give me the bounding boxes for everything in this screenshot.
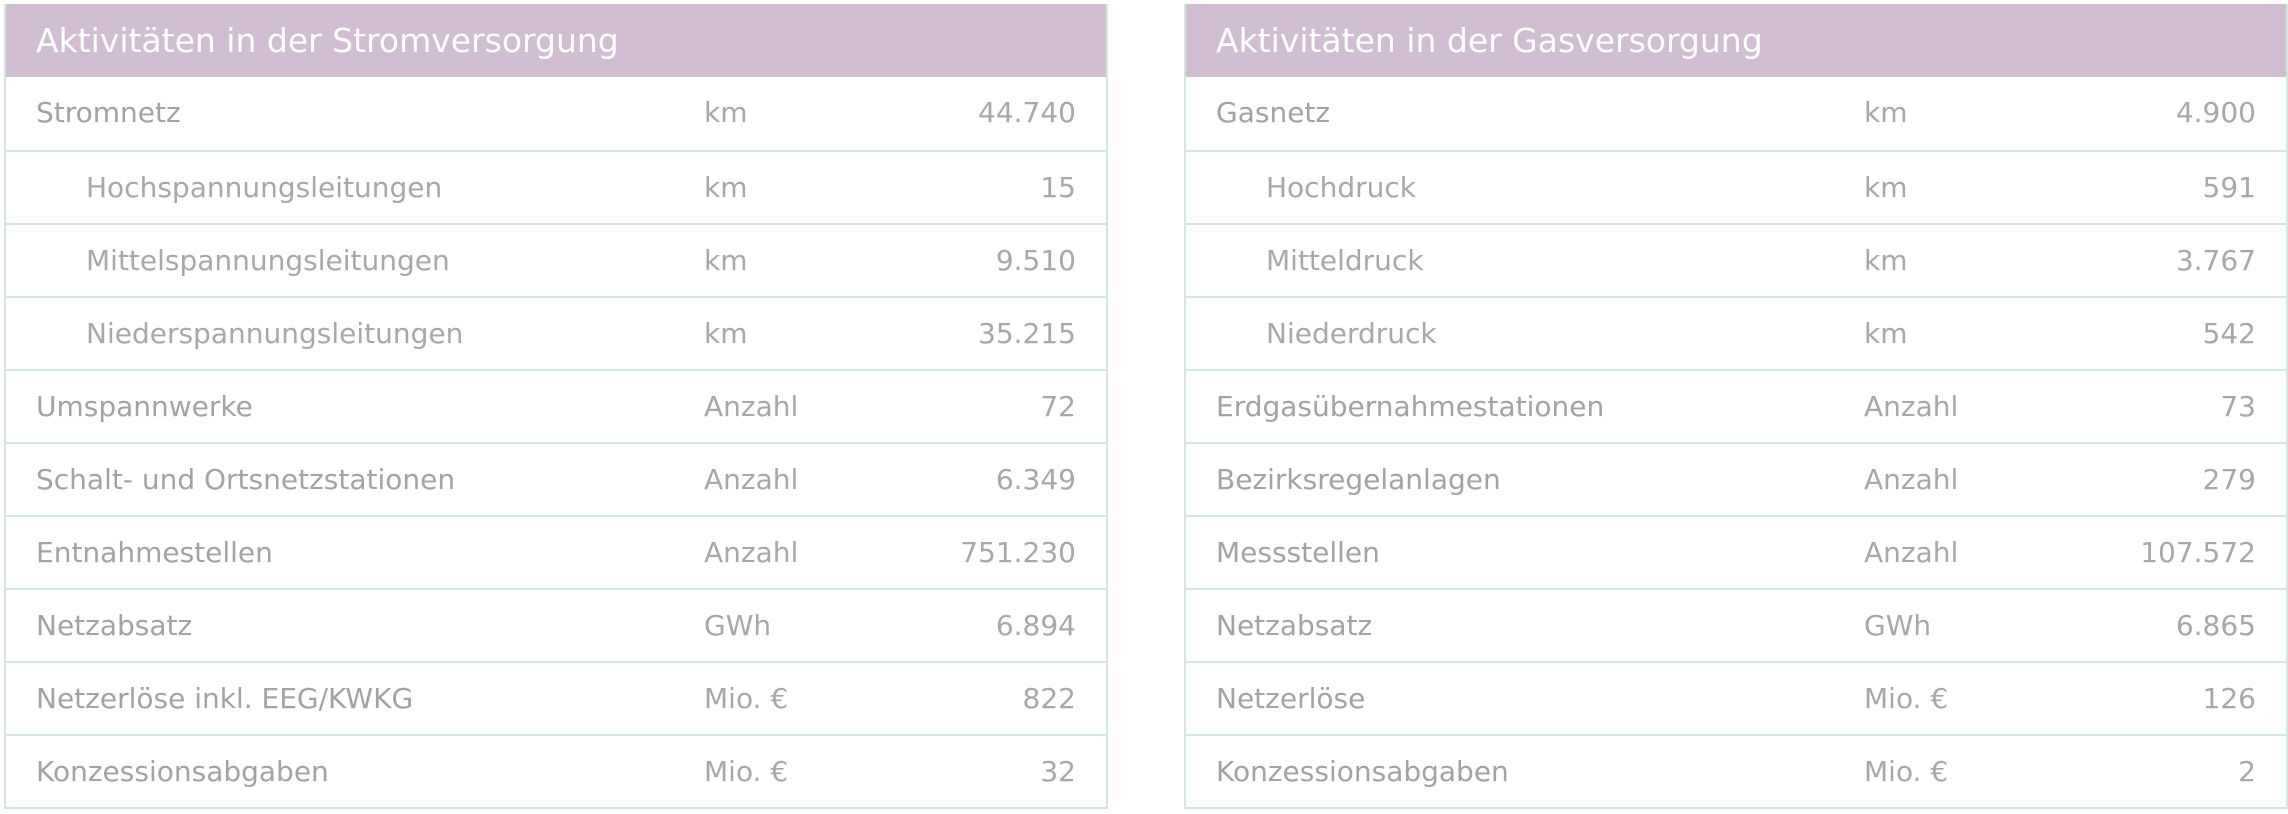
row-unit: Anzahl bbox=[1864, 536, 1959, 569]
row-value: 9.510 bbox=[995, 244, 1076, 277]
row-value: 15 bbox=[1040, 171, 1076, 204]
row-unit: km bbox=[1864, 171, 1908, 204]
row-value: 4.900 bbox=[2175, 96, 2256, 129]
row-value: 2 bbox=[2238, 755, 2256, 788]
row-value: 279 bbox=[2202, 463, 2256, 496]
row-unit: km bbox=[704, 171, 748, 204]
gas-table-row: Erdgasübernahmestationen Anzahl 73 bbox=[1186, 369, 2286, 442]
row-unit: km bbox=[1864, 96, 1908, 129]
strom-table-row: Netzabsatz GWh 6.894 bbox=[6, 588, 1106, 661]
gas-table-row: Netzerlöse Mio. € 126 bbox=[1186, 661, 2286, 734]
row-value: 591 bbox=[2202, 171, 2256, 204]
row-label: Konzessionsabgaben bbox=[1216, 755, 1509, 788]
row-unit: GWh bbox=[1864, 609, 1932, 642]
row-unit: km bbox=[1864, 317, 1908, 350]
row-sub-label: Hochspannungsleitungen bbox=[86, 171, 443, 204]
row-label: Schalt- und Ortsnetzstationen bbox=[36, 463, 456, 496]
strom-table-row: Konzessionsabgaben Mio. € 32 bbox=[6, 734, 1106, 807]
strom-table-title: Aktivitäten in der Stromversorgung bbox=[6, 4, 1106, 77]
strom-table: Aktivitäten in der Stromversorgung Strom… bbox=[4, 4, 1108, 809]
row-label: Netzerlöse inkl. EEG/KWKG bbox=[36, 682, 414, 715]
gas-table-row: Netzabsatz GWh 6.865 bbox=[1186, 588, 2286, 661]
row-label: Entnahmestellen bbox=[36, 536, 273, 569]
strom-table-rows: Stromnetz km 44.740 Hochspannungsleitungen k… bbox=[6, 77, 1106, 807]
strom-table-row: Netzerlöse inkl. EEG/KWKG Mio. € 822 bbox=[6, 661, 1106, 734]
gas-table-row: Konzessionsabgaben Mio. € 2 bbox=[1186, 734, 2286, 807]
row-label: Netzabsatz bbox=[1216, 609, 1373, 642]
row-value: 6.894 bbox=[995, 609, 1076, 642]
gas-table: Aktivitäten in der Gasversorgung Gasnetz… bbox=[1184, 4, 2288, 809]
row-sub-label: Niederdruck bbox=[1266, 317, 1437, 350]
strom-table-row: Umspannwerke Anzahl 72 bbox=[6, 369, 1106, 442]
strom-table-row: Entnahmestellen Anzahl 751.230 bbox=[6, 515, 1106, 588]
row-label: Netzerlöse bbox=[1216, 682, 1366, 715]
row-unit: Mio. € bbox=[1864, 755, 1949, 788]
row-sub-label: Mittelspannungsleitungen bbox=[86, 244, 450, 277]
row-value: 35.215 bbox=[978, 317, 1076, 350]
row-unit: Anzahl bbox=[1864, 390, 1959, 423]
row-value: 751.230 bbox=[960, 536, 1076, 569]
row-value: 126 bbox=[2202, 682, 2256, 715]
row-sub-label: Mitteldruck bbox=[1266, 244, 1424, 277]
strom-table-row: Schalt- und Ortsnetzstationen Anzahl 6.349 bbox=[6, 442, 1106, 515]
row-label: Netzabsatz bbox=[36, 609, 193, 642]
row-label: Konzessionsabgaben bbox=[36, 755, 329, 788]
row-unit: Mio. € bbox=[1864, 682, 1949, 715]
row-value: 32 bbox=[1040, 755, 1076, 788]
row-value: 6.349 bbox=[995, 463, 1076, 496]
row-unit: km bbox=[704, 96, 748, 129]
row-label: Bezirksregelanlagen bbox=[1216, 463, 1501, 496]
row-value: 72 bbox=[1040, 390, 1076, 423]
gas-table-row: Messstellen Anzahl 107.572 bbox=[1186, 515, 2286, 588]
row-unit: Anzahl bbox=[704, 463, 799, 496]
row-value: 822 bbox=[1022, 682, 1076, 715]
row-unit: Anzahl bbox=[704, 390, 799, 423]
row-value: 107.572 bbox=[2140, 536, 2256, 569]
gas-table-row: Gasnetz km 4.900 bbox=[1186, 77, 2286, 150]
row-unit: km bbox=[704, 317, 748, 350]
strom-table-row: Stromnetz km 44.740 bbox=[6, 77, 1106, 150]
row-label: Erdgasübernahmestationen bbox=[1216, 390, 1605, 423]
strom-table-row: Niederspannungsleitungen km 35.215 bbox=[6, 296, 1106, 369]
row-unit: km bbox=[1864, 244, 1908, 277]
gas-table-title: Aktivitäten in der Gasversorgung bbox=[1186, 4, 2286, 77]
gas-table-row: Niederdruck km 542 bbox=[1186, 296, 2286, 369]
row-label: Stromnetz bbox=[36, 96, 181, 129]
row-unit: Anzahl bbox=[704, 536, 799, 569]
row-value: 73 bbox=[2220, 390, 2256, 423]
strom-table-row: Mittelspannungsleitungen km 9.510 bbox=[6, 223, 1106, 296]
row-value: 44.740 bbox=[978, 96, 1076, 129]
row-label: Gasnetz bbox=[1216, 96, 1331, 129]
row-unit: Anzahl bbox=[1864, 463, 1959, 496]
gas-table-row: Mitteldruck km 3.767 bbox=[1186, 223, 2286, 296]
row-unit: Mio. € bbox=[704, 755, 789, 788]
row-unit: GWh bbox=[704, 609, 772, 642]
row-sub-label: Hochdruck bbox=[1266, 171, 1416, 204]
gas-table-rows: Gasnetz km 4.900 Hochdruck km 591 Mitteldruck k… bbox=[1186, 77, 2286, 807]
row-value: 3.767 bbox=[2175, 244, 2256, 277]
row-sub-label: Niederspannungsleitungen bbox=[86, 317, 464, 350]
gas-table-row: Bezirksregelanlagen Anzahl 279 bbox=[1186, 442, 2286, 515]
row-label: Messstellen bbox=[1216, 536, 1380, 569]
row-unit: km bbox=[704, 244, 748, 277]
strom-table-row: Hochspannungsleitungen km 15 bbox=[6, 150, 1106, 223]
row-value: 6.865 bbox=[2175, 609, 2256, 642]
row-value: 542 bbox=[2202, 317, 2256, 350]
row-unit: Mio. € bbox=[704, 682, 789, 715]
gas-table-row: Hochdruck km 591 bbox=[1186, 150, 2286, 223]
row-label: Umspannwerke bbox=[36, 390, 253, 423]
